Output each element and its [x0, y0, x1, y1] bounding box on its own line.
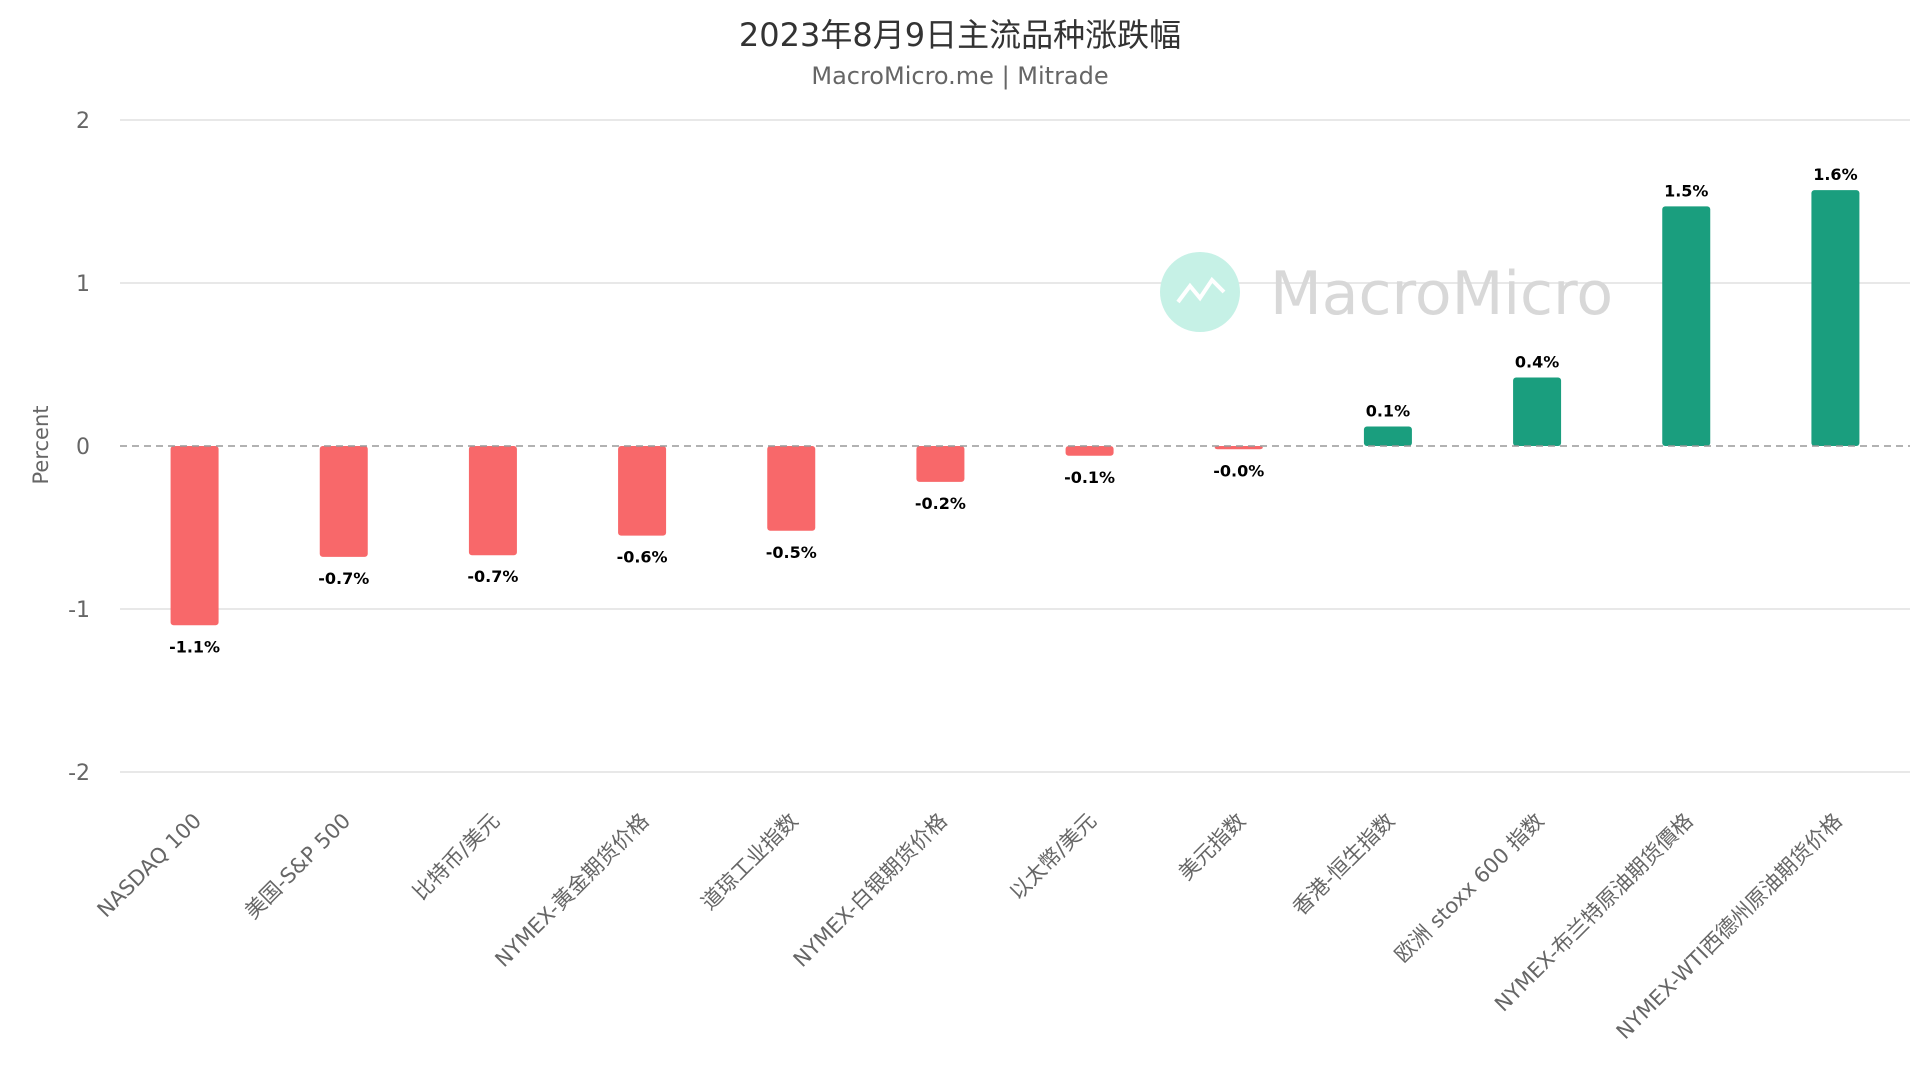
data-labels: -1.1% -0.7% -0.7% -0.6% -0.5% -0.2% -0.1% -0.0%…: [169, 165, 1858, 656]
x-category-label: 以太幣/美元: [1005, 809, 1101, 905]
grid-lines: [120, 119, 1910, 773]
data-label: -0.5%: [766, 543, 817, 562]
x-category-label: NYMEX-白银期货价格: [789, 809, 952, 972]
data-label: -0.2%: [915, 494, 966, 513]
data-label: 0.1%: [1366, 401, 1410, 420]
x-category-label: 香港-恒生指数: [1288, 809, 1399, 920]
line-chart-icon: [1176, 276, 1226, 304]
x-category-label: 美元指数: [1174, 809, 1250, 885]
bar[interactable]: [170, 446, 219, 626]
bar[interactable]: [468, 446, 517, 556]
x-category-label: 比特币/美元: [408, 809, 504, 905]
chart-title: 2023年8月9日主流品种涨跌幅: [738, 16, 1182, 54]
data-label: -0.1%: [1064, 468, 1115, 487]
y-tick-label: 1: [76, 272, 90, 297]
data-label: 1.6%: [1813, 165, 1857, 184]
bar[interactable]: [1811, 190, 1860, 446]
y-axis-title: Percent: [29, 405, 53, 484]
watermark-text: MacroMicro: [1270, 259, 1613, 329]
x-category-label: 道琼工业指数: [697, 809, 803, 915]
watermark-logo-icon: [1160, 252, 1240, 332]
y-axis-ticks: 2 1 0 -1 -2: [68, 109, 90, 786]
watermark: MacroMicro: [1160, 252, 1613, 332]
bar[interactable]: [767, 446, 816, 531]
y-tick-label: 0: [76, 435, 90, 460]
x-category-label: 欧洲 stoxx 600 指数: [1390, 809, 1549, 968]
bar[interactable]: [916, 446, 965, 482]
data-label: -0.7%: [318, 569, 369, 588]
chart-subtitle: MacroMicro.me | Mitrade: [811, 62, 1109, 90]
data-label: 1.5%: [1664, 181, 1708, 200]
bar[interactable]: [1662, 206, 1711, 446]
bar[interactable]: [1363, 426, 1412, 446]
data-label: -0.0%: [1213, 461, 1264, 480]
y-tick-label: -1: [68, 598, 90, 623]
bar[interactable]: [1513, 377, 1562, 446]
bar[interactable]: [618, 446, 667, 536]
bar[interactable]: [1065, 446, 1114, 456]
y-tick-label: 2: [76, 109, 90, 134]
data-label: -0.7%: [467, 567, 518, 586]
x-category-label: NYMEX-黃金期货价格: [490, 809, 653, 972]
y-tick-label: -2: [68, 761, 90, 786]
x-category-label: 美国-S&P 500: [240, 809, 355, 924]
data-label: -1.1%: [169, 637, 220, 656]
bar[interactable]: [319, 446, 368, 557]
bars: [170, 190, 1860, 626]
bar[interactable]: [1214, 446, 1263, 450]
data-label: -0.6%: [617, 548, 668, 567]
data-label: 0.4%: [1515, 353, 1559, 372]
x-category-label: NASDAQ 100: [93, 809, 206, 922]
